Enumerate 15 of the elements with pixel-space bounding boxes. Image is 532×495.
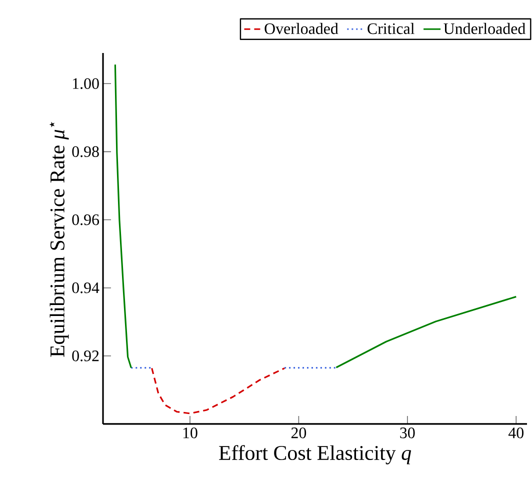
line-series	[151, 367, 286, 414]
x-tick-label: 30	[400, 428, 415, 438]
y-tick-label: 0.96	[72, 214, 100, 226]
y-tick-label: 0.92	[72, 350, 99, 362]
y-axis-title: Equilibrium Service Rate μ$^{⋆}$	[49, 122, 69, 357]
y-tick-label: 0.98	[72, 146, 99, 158]
legend-label: Underloaded	[444, 22, 526, 34]
y-tick-label: 1.00	[73, 78, 99, 90]
legend-label: Critical	[368, 22, 414, 34]
y-tick-label: 0.94	[72, 282, 100, 294]
legend-label: Overloaded	[264, 22, 338, 34]
x-tick-label: 20	[291, 428, 306, 438]
x-axis-title: Effort Cost Elasticity q	[219, 445, 412, 464]
x-tick-label: 40	[508, 428, 524, 438]
x-tick-label: 10	[183, 428, 198, 438]
